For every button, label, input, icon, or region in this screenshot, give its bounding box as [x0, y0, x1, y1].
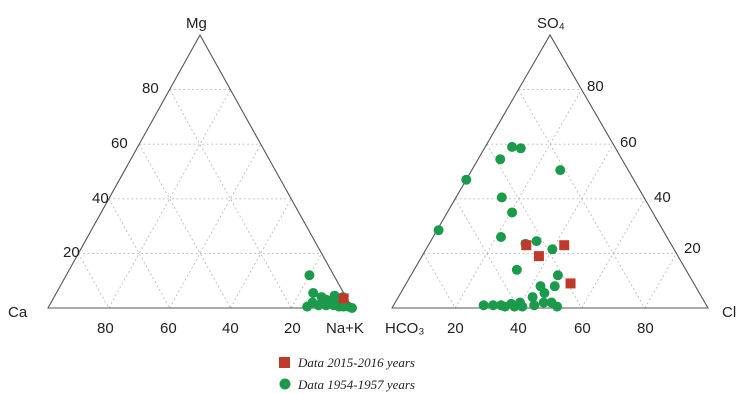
tick-label: 80: [587, 78, 604, 95]
grid-line: [290, 253, 322, 309]
tick-label: 40: [92, 190, 109, 207]
data-point-circle: [552, 301, 563, 312]
grid-line: [108, 198, 170, 309]
grid-line: [169, 89, 292, 309]
data-point-circle: [538, 297, 549, 308]
cation-points: [302, 270, 357, 313]
grid-line: [423, 253, 456, 309]
data-point-circle: [304, 270, 315, 281]
data-point-circle: [552, 270, 563, 281]
data-point-circle: [511, 264, 522, 275]
grid-line: [230, 198, 292, 309]
grid-line: [169, 143, 262, 309]
data-point-circle: [496, 232, 507, 243]
anion-right-ticks: 20 40 60 80: [587, 78, 701, 257]
anion-triangle: SO₄ HCO₃ Cl 20 40 60 80 20 40 60 80: [385, 15, 736, 337]
data-point-circle: [433, 225, 444, 236]
anion-outline: [391, 33, 709, 309]
legend: Data 2015-2016 years Data 1954-1957 year…: [279, 355, 415, 392]
data-point-circle: [488, 300, 499, 311]
cation-outline: [47, 33, 353, 309]
tick-label: 80: [637, 320, 654, 337]
data-point-circle: [549, 281, 560, 292]
grid-line: [108, 89, 231, 309]
anion-points: [433, 141, 576, 312]
data-point-circle: [347, 303, 357, 313]
data-point-circle: [547, 244, 558, 255]
data-point-circle: [527, 292, 538, 303]
data-point-circle: [321, 300, 332, 311]
cation-grid: [78, 89, 322, 309]
apex-label-na-k: Na+K: [326, 320, 364, 337]
data-point-circle: [529, 300, 540, 311]
legend-label-historic: Data 1954-1957 years: [297, 377, 415, 392]
apex-label-cl: Cl: [722, 304, 736, 321]
tick-label: 40: [222, 320, 239, 337]
data-point-circle: [507, 141, 518, 152]
tick-label: 20: [447, 320, 464, 337]
data-point-circle: [461, 174, 472, 185]
grid-line: [518, 143, 614, 309]
apex-label-mg: Mg: [186, 15, 207, 32]
data-point-circle: [495, 154, 506, 165]
data-point-circle: [308, 287, 319, 298]
tick-label: 80: [142, 80, 159, 97]
data-point-circle: [555, 165, 566, 176]
grid-line: [138, 143, 231, 309]
tick-label: 60: [574, 320, 591, 337]
data-point-square: [521, 240, 532, 251]
data-point-circle: [531, 236, 542, 247]
tick-label: 20: [684, 240, 701, 257]
grid-line: [78, 253, 110, 309]
legend-marker-recent: [279, 357, 290, 368]
cation-triangle: Mg Ca Na+K 20 40 60 80 80 60 40 20: [8, 15, 364, 337]
data-point-circle: [515, 143, 526, 154]
apex-label-ca: Ca: [8, 304, 28, 321]
data-point-circle: [539, 287, 550, 298]
grid-line: [454, 198, 519, 309]
legend-label-recent: Data 2015-2016 years: [297, 355, 415, 370]
cation-left-ticks: 20 40 60 80: [63, 80, 159, 261]
tick-label: 40: [654, 189, 671, 206]
data-point-circle: [514, 297, 525, 308]
data-point-square: [565, 278, 576, 289]
legend-marker-historic: [279, 378, 291, 390]
data-point-square: [559, 240, 570, 251]
data-point-circle: [313, 300, 324, 311]
tick-label: 60: [111, 135, 128, 152]
tick-label: 80: [97, 320, 114, 337]
data-point-circle: [506, 298, 517, 309]
tick-label: 20: [284, 320, 301, 337]
apex-label-so4: SO₄: [537, 15, 565, 32]
tick-label: 20: [63, 244, 80, 261]
apex-label-hco3: HCO₃: [385, 320, 424, 337]
data-point-circle: [507, 207, 518, 218]
data-point-square: [533, 251, 544, 262]
tick-label: 60: [620, 134, 637, 151]
data-point-circle: [496, 192, 507, 203]
data-point-circle: [478, 300, 489, 311]
cation-bottom-ticks: 80 60 40 20: [97, 320, 301, 337]
grid-line: [644, 253, 677, 309]
tick-label: 40: [510, 320, 527, 337]
data-point-square: [338, 293, 349, 304]
tick-label: 60: [160, 320, 177, 337]
anion-grid: [423, 89, 677, 309]
grid-line: [581, 198, 646, 309]
anion-bottom-ticks: 20 40 60 80: [447, 320, 654, 337]
